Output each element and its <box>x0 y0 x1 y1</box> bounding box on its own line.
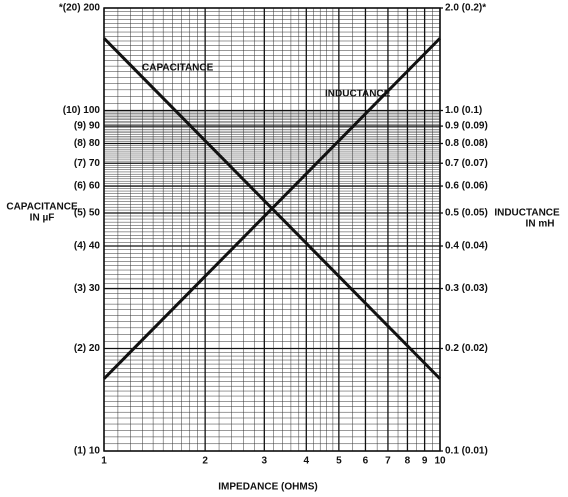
x-tick-label: 5 <box>336 456 342 467</box>
series-label: CAPACITANCE <box>142 63 214 74</box>
series-label: INDUCTANCE <box>325 89 391 100</box>
y-axis-label: IN µF <box>30 213 55 224</box>
x-tick-label: 6 <box>363 456 369 467</box>
series-line <box>102 37 442 380</box>
y-axis-label: CAPACITANCE <box>6 202 78 213</box>
y2-tick-label: 0.3 (0.03) <box>445 283 488 294</box>
y-tick-label: (2) 20 <box>74 343 101 354</box>
x-tick-label: 2 <box>202 456 208 467</box>
y-tick-label: (9) 90 <box>74 121 101 132</box>
y2-tick-label: 1.0 (0.1) <box>445 105 482 116</box>
y2-tick-label: 0.6 (0.06) <box>445 181 488 192</box>
y2-tick-label: 0.8 (0.08) <box>445 138 488 149</box>
y2-axis-label: INDUCTANCE <box>494 208 560 219</box>
y2-axis-label: IN mH <box>526 219 555 230</box>
y-tick-label: (1) 10 <box>74 446 101 457</box>
y2-tick-label: 0.5 (0.05) <box>445 208 488 219</box>
y-tick-label: (5) 50 <box>74 208 101 219</box>
y2-tick-label: 0.2 (0.02) <box>445 343 488 354</box>
x-tick-label: 8 <box>405 456 411 467</box>
x-tick-label: 1 <box>101 456 107 467</box>
y2-tick-label: 0.1 (0.01) <box>445 446 488 457</box>
y-tick-label: *(20) 200 <box>59 3 101 14</box>
plot-frame <box>103 7 441 452</box>
x-axis-label: IMPEDANCE (OHMS) <box>218 482 317 493</box>
y-tick-label: (7) 70 <box>74 158 101 169</box>
grid <box>103 7 443 452</box>
y-tick-label: (10) 100 <box>63 105 101 116</box>
y-tick-label: (3) 30 <box>74 283 101 294</box>
x-tick-label: 7 <box>385 456 391 467</box>
x-tick-label: 4 <box>304 456 310 467</box>
y2-tick-label: 0.9 (0.09) <box>445 121 488 132</box>
x-tick-label: 9 <box>422 456 428 467</box>
y2-tick-label: 0.7 (0.07) <box>445 158 488 169</box>
x-tick-label: 10 <box>434 456 446 467</box>
y-tick-label: (4) 40 <box>74 241 101 252</box>
y-tick-label: (8) 80 <box>74 138 101 149</box>
y2-tick-label: 2.0 (0.2)* <box>445 3 486 14</box>
x-tick-label: 3 <box>262 456 268 467</box>
y-tick-label: (6) 60 <box>74 181 101 192</box>
y2-tick-label: 0.4 (0.04) <box>445 241 488 252</box>
